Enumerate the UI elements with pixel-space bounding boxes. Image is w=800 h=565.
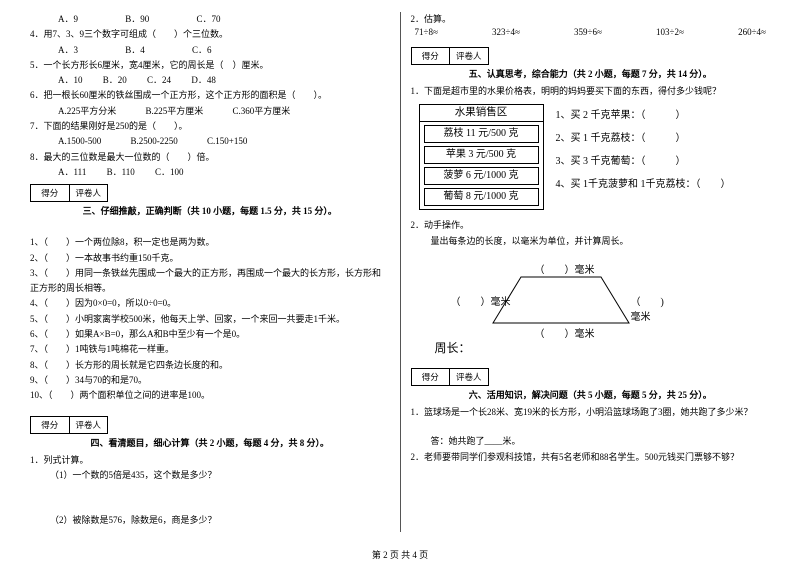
fruit-item: 苹果 3 元/500 克 — [424, 146, 539, 164]
score-label: 得分 — [31, 185, 70, 201]
fruit-box: 水果销售区 荔枝 11 元/500 克 苹果 3 元/500 克 菠萝 6 元/… — [419, 104, 544, 211]
grader-label: 评卷人 — [70, 185, 108, 201]
judge-item: 9、（ ）34与70的和是70。 — [30, 373, 390, 388]
q4-options: A．3 B．4 C．6 — [30, 43, 390, 58]
score-box: 得分 评卷人 — [30, 184, 108, 202]
score-label: 得分 — [412, 48, 451, 64]
section-6-title: 六、活用知识，解决问题（共 5 小题，每题 5 分，共 25 分）。 — [411, 388, 771, 401]
fruit-title: 水果销售区 — [420, 105, 543, 123]
p2: 2．老师要带同学们参观科技馆，共有5名老师和88名学生。500元钱买门票够不够？ — [411, 450, 771, 465]
mm-label-bottom: （ ）毫米 — [535, 325, 595, 340]
opt: C．24 — [147, 75, 171, 85]
calc-q1b: （2）被除数是576，除数是6，商是多少？ — [30, 513, 390, 528]
q8: 8．最大的三位数是最大一位数的（ ）倍。 — [30, 150, 390, 165]
section-3-title: 三、仔细推敲，正确判断（共 10 小题，每题 1.5 分，共 15 分）。 — [30, 204, 390, 217]
calc-q1a: （1）一个数的5倍是435，这个数是多少？ — [30, 468, 390, 483]
q8-options: A．111 B．110 C．100 — [30, 165, 390, 180]
judge-item: 5、（ ）小明家离学校500米，他每天上学、回家，一个来回一共要走1千米。 — [30, 312, 390, 327]
opt: A．9 — [58, 14, 78, 24]
opt: B.2500-2250 — [131, 136, 178, 146]
judge-item: 10、（ ）两个面积单位之间的进率是100。 — [30, 388, 390, 403]
opt: C．70 — [197, 14, 221, 24]
fruit-item: 荔枝 11 元/500 克 — [424, 125, 539, 143]
trapezoid-figure: （ ）毫米 （ ）毫米 （ )毫米 （ ）毫米 — [451, 255, 671, 335]
opt: A.225平方分米 — [58, 106, 116, 116]
opt: C．6 — [192, 45, 212, 55]
fruit-item: 葡萄 8 元/1000 克 — [424, 188, 539, 206]
score-box: 得分 评卷人 — [411, 368, 489, 386]
score-label: 得分 — [412, 369, 451, 385]
grader-label: 评卷人 — [450, 48, 488, 64]
s5-q1: 1．下面是超市里的水果价格表，明明的妈妈要买下面的东西，得付多少钱呢？ — [411, 84, 771, 99]
mm-label-right: （ )毫米 — [631, 293, 671, 323]
fruit-q: 2、买 1 千克荔枝：（ ） — [556, 127, 731, 150]
fruit-item: 菠萝 6 元/1000 克 — [424, 167, 539, 185]
opt: A．111 — [58, 167, 86, 177]
score-box: 得分 评卷人 — [30, 416, 108, 434]
s5-q2: 2．动手操作。 — [411, 218, 771, 233]
fruit-questions: 1、买 2 千克苹果：（ ） 2、买 1 千克荔枝：（ ） 3、买 3 千克葡萄… — [556, 104, 731, 211]
opt: D．48 — [191, 75, 216, 85]
q7-options: A.1500-500 B.2500-2250 C.150+150 — [30, 134, 390, 149]
judge-item: 8、（ ）长方形的周长就是它四条边长度的和。 — [30, 358, 390, 373]
fruit-price-area: 水果销售区 荔枝 11 元/500 克 苹果 3 元/500 克 菠萝 6 元/… — [411, 104, 771, 211]
p1: 1．篮球场是一个长28米、宽19米的长方形，小明沿篮球场跑了3圈，她共跑了多少米… — [411, 405, 771, 420]
est: 71÷8≈ — [415, 27, 438, 37]
est: 323÷4≈ — [492, 27, 520, 37]
opt: A．10 — [58, 75, 83, 85]
opt: B．20 — [103, 75, 127, 85]
est: 103÷2≈ — [656, 27, 684, 37]
opt: B．110 — [107, 167, 135, 177]
q4: 4．用7、3、9三个数字可组成（ ）个三位数。 — [30, 27, 390, 42]
opt: B．90 — [125, 14, 149, 24]
q5-options: A．10 B．20 C．24 D．48 — [30, 73, 390, 88]
fruit-q: 3、买 3 千克葡萄：（ ） — [556, 150, 731, 173]
q7: 7．下面的结果刚好是250的是（ ）。 — [30, 119, 390, 134]
section-4-title: 四、看清题目，细心计算（共 2 小题，每题 4 分，共 8 分）。 — [30, 436, 390, 449]
opt: C.150+150 — [207, 136, 247, 146]
opt: A.1500-500 — [58, 136, 101, 146]
right-column: 2．估算。 71÷8≈ 323÷4≈ 359÷6≈ 103÷2≈ 260÷4≈ … — [401, 12, 771, 532]
opt: B．4 — [125, 45, 145, 55]
judge-item: 7、（ ）1吨铁与1吨棉花一样重。 — [30, 342, 390, 357]
trapezoid-icon — [491, 275, 631, 325]
q3-options: A．9 B．90 C．70 — [30, 12, 390, 27]
opt: B.225平方厘米 — [146, 106, 204, 116]
judge-item: 3、（ ）用同一条铁丝先围成一个最大的正方形，再围成一个最大的长方形，长方形和正… — [30, 266, 390, 297]
fruit-q: 4、买 1千克菠萝和 1千克荔枝：（ ） — [556, 173, 731, 196]
est: 359÷6≈ — [574, 27, 602, 37]
fruit-q: 1、买 2 千克苹果：（ ） — [556, 104, 731, 127]
estimate-row: 71÷8≈ 323÷4≈ 359÷6≈ 103÷2≈ 260÷4≈ — [411, 27, 771, 43]
judge-item: 1、（ ）一个两位除8，积一定也是两为数。 — [30, 235, 390, 250]
p1-answer: 答：她共跑了____米。 — [411, 434, 771, 449]
q5: 5．一个长方形长6厘米，宽4厘米，它的周长是（ ）厘米。 — [30, 58, 390, 73]
q6: 6．把一根长60厘米的铁丝围成一个正方形，这个正方形的面积是（ ）。 — [30, 88, 390, 103]
grader-label: 评卷人 — [70, 417, 108, 433]
q6-options: A.225平方分米 B.225平方厘米 C.360平方厘米 — [30, 104, 390, 119]
grader-label: 评卷人 — [450, 369, 488, 385]
mm-label-left: （ ）毫米 — [451, 293, 511, 308]
judge-item: 4、（ ）因为0×0=0，所以0÷0=0。 — [30, 296, 390, 311]
estimate-title: 2．估算。 — [411, 12, 771, 27]
judge-item: 2、（ ）一本故事书约重150千克。 — [30, 251, 390, 266]
score-label: 得分 — [31, 417, 70, 433]
judge-item: 6、（ ）如果A×B=0，那么A和B中至少有一个是0。 — [30, 327, 390, 342]
opt: C.360平方厘米 — [233, 106, 291, 116]
opt: C．100 — [155, 167, 184, 177]
page-footer: 第 2 页 共 4 页 — [0, 548, 800, 561]
calc-q1: 1．列式计算。 — [30, 453, 390, 468]
mm-label-top: （ ）毫米 — [535, 261, 595, 276]
score-box: 得分 评卷人 — [411, 47, 489, 65]
left-column: A．9 B．90 C．70 4．用7、3、9三个数字可组成（ ）个三位数。 A．… — [30, 12, 401, 532]
s5-q2b: 量出每条边的长度，以毫米为单位，并计算周长。 — [411, 234, 771, 249]
opt: A．3 — [58, 45, 78, 55]
section-5-title: 五、认真思考，综合能力（共 2 小题，每题 7 分，共 14 分）。 — [411, 67, 771, 80]
est: 260÷4≈ — [738, 27, 766, 37]
perimeter-label: 周长： — [435, 339, 771, 356]
